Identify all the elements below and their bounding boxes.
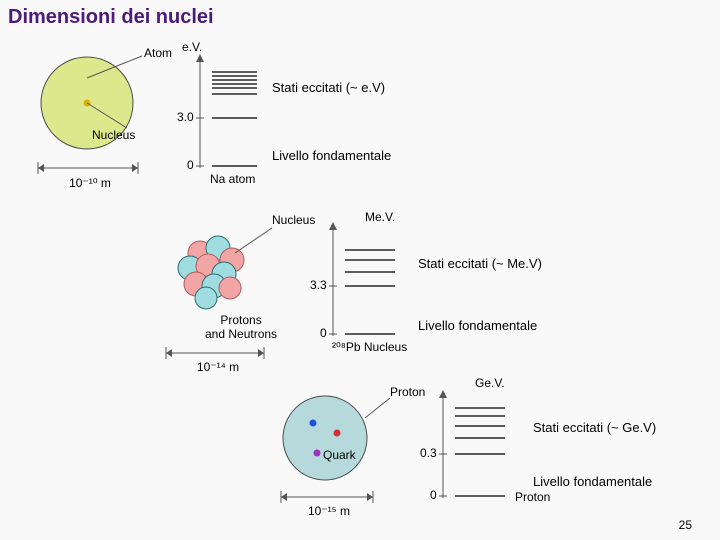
- nucleus-diagram: [160, 218, 280, 328]
- atom-energy-levels: [182, 48, 282, 183]
- atom-label: Atom: [144, 46, 172, 60]
- proton-level-value: 0.3: [420, 446, 437, 460]
- proton-level-caption: Proton: [515, 490, 550, 504]
- atom-level-caption: Na atom: [210, 172, 255, 186]
- atom-level-zero: 0: [187, 158, 194, 172]
- proton-excited-label: Stati eccitati (~ Ge.V): [533, 420, 656, 435]
- proton-label: Proton: [390, 385, 425, 399]
- page-number: 25: [679, 518, 692, 532]
- atom-dim-label: 10⁻¹⁰ m: [60, 176, 120, 190]
- nucleus-level-zero: 0: [320, 326, 327, 340]
- proton-level-zero: 0: [430, 488, 437, 502]
- nucleus-section: Nucleus Protons and Neutrons 10⁻¹⁴ m Me.…: [160, 218, 720, 378]
- nucleus-energy-levels: [315, 218, 425, 353]
- nucleus-pointer-label: Nucleus: [92, 128, 135, 142]
- proton-dim-label: 10⁻¹⁵ m: [299, 504, 359, 518]
- atom-section: Atom Nucleus 10⁻¹⁰ m e.V. 3.0 0 Na atom …: [32, 48, 692, 203]
- atom-energy-unit: e.V.: [182, 40, 202, 54]
- protons-neutrons-label: Protons and Neutrons: [205, 313, 277, 341]
- page-title: Dimensioni dei nuclei: [8, 6, 214, 29]
- proton-energy-unit: Ge.V.: [475, 376, 505, 390]
- proton-diagram: [275, 388, 395, 493]
- nucleus-energy-unit: Me.V.: [365, 210, 395, 224]
- proton-section: Proton Quark 10⁻¹⁵ m Ge.V. 0.3 0 Proton …: [275, 388, 720, 538]
- proton-ground-label: Livello fondamentale: [533, 474, 652, 489]
- atom-ground-label: Livello fondamentale: [272, 148, 391, 163]
- atom-diagram: [32, 48, 157, 168]
- atom-level-value: 3.0: [177, 110, 194, 124]
- quark-label: Quark: [323, 448, 356, 462]
- nucleus-excited-label: Stati eccitati (~ Me.V): [418, 256, 542, 271]
- nucleus-level-value: 3.3: [310, 278, 327, 292]
- atom-excited-label: Stati eccitati (~ e.V): [272, 80, 385, 95]
- nucleus-ground-label: Livello fondamentale: [418, 318, 537, 333]
- nucleus-label: Nucleus: [272, 213, 315, 227]
- atom-dim-arrow: [32, 158, 144, 178]
- nucleus-dim-label: 10⁻¹⁴ m: [188, 360, 248, 374]
- nucleus-level-caption: ²⁰⁸Pb Nucleus: [332, 340, 407, 354]
